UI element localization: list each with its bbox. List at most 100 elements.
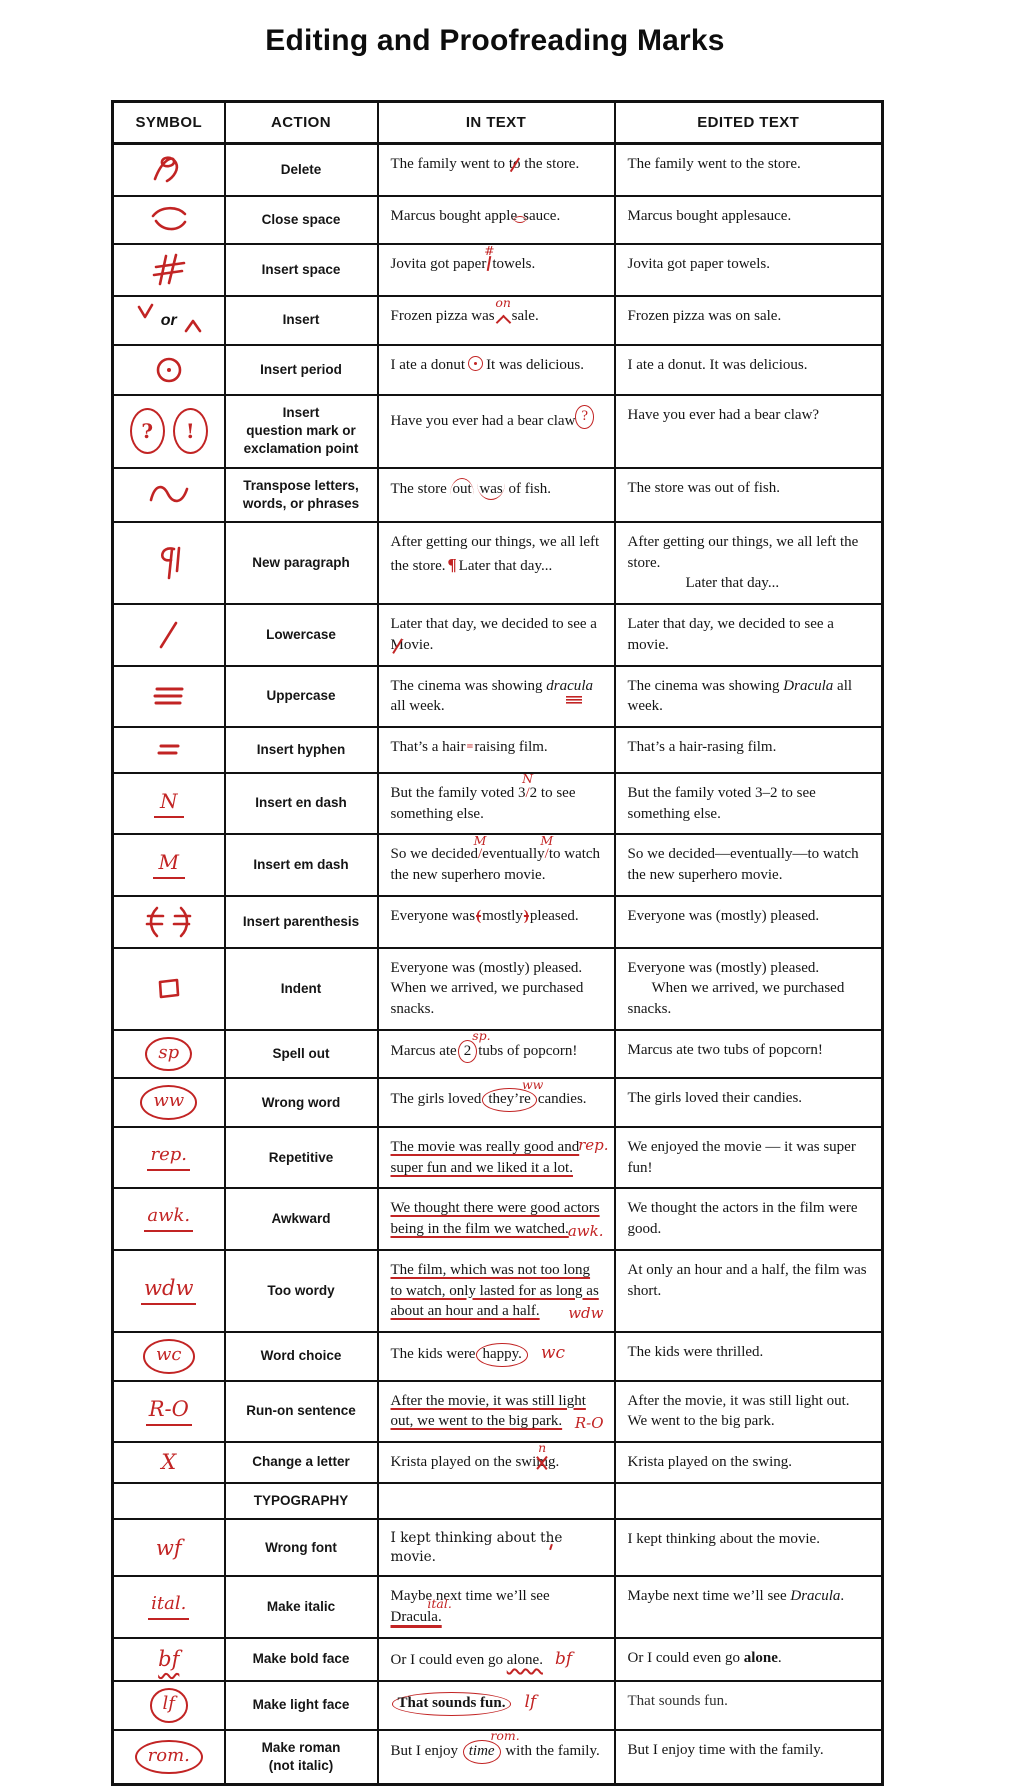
text-segment: Marcus ate two tubs of popcorn! [627,1041,823,1058]
in-text-cell: The kids were happy. wc [376,1330,616,1382]
text-segment: Dracula [783,677,834,694]
text-segment: . [840,1588,845,1605]
text-segment: It was delicious. [486,357,584,373]
uppercase-triple-underline-icon [116,678,222,714]
text-segment: At only an hour and a half, the film was… [627,1261,867,1299]
red-note: awk. [567,1222,604,1241]
in-text-cell: After the movie, it was still light out,… [376,1379,616,1443]
indent-spacer [628,991,652,992]
header-edited-text: EDITED TEXT [613,100,884,145]
red-annotation: The film, which was not too long to watc… [390,1261,599,1320]
proofreading-marks-table: SYMBOL ACTION IN TEXT EDITED TEXT Delete… [111,100,884,1786]
edited-text-cell: But the family voted 3–2 to see somethin… [613,771,884,836]
edited-text-cell [613,1481,884,1520]
ww-mark-icon: ww [140,1085,198,1121]
text-segment: eventually [482,846,545,863]
text-segment: Or I could even go [627,1649,744,1666]
red-annotation: ¶ [447,554,457,574]
symbol-cell [111,142,226,197]
wdw-mark-icon: wdw [141,1276,197,1306]
ro-mark-icon: R-O [145,1397,192,1426]
text-segment: Later that day... [685,575,780,592]
edited-text-cell: Marcus ate two tubs of popcorn! [613,1028,884,1080]
circled-question-mark-icon: ? [129,408,165,455]
text-segment: Krista played on the swi [390,1453,537,1470]
in-text-cell: Frozen pizza was on sale. [376,295,616,346]
text-segment: After getting our things, we all left th… [627,534,859,571]
text-segment: Everyone was (mostly) pleased. When we a… [390,959,584,1018]
edited-text-cell: Later that day, we decided to see a movi… [613,603,884,667]
table-row: Uppercase The cinema was showing dracula … [111,664,884,728]
red-annotation: ? [575,405,595,429]
edited-text-cell: The girls loved their candies. [613,1077,884,1129]
text-segment: I kept thinking about the movie. [627,1530,820,1547]
symbol-cell: bf [111,1636,226,1683]
edited-text-cell: Have you ever had a bear claw? [613,394,884,469]
red-annotation: The movie was really good and super fun … [390,1139,580,1176]
edited-text-cell: Frozen pizza was on sale. [613,295,884,346]
symbol-cell: wc [111,1330,226,1382]
text-segment: towels. [492,256,536,272]
text-segment: candies. [537,1091,587,1108]
table-row: Insert parenthesis Everyone was(mostly)pl… [111,894,884,949]
in-text-cell: The family went to to the store. [376,142,616,197]
symbol-cell: rom. [111,1728,226,1786]
header-row: SYMBOL ACTION IN TEXT EDITED TEXT [111,100,884,145]
action-cell: Wrong font [223,1517,379,1578]
symbol-cell [111,466,226,524]
edited-text-cell: The cinema was showing Dracula all week. [613,664,884,728]
table-row: bf Make bold face Or I could even go alone… [111,1636,884,1683]
text-segment: We thought the actors in the film were g… [627,1200,858,1238]
red-annotation: bf [554,1648,573,1669]
table-row: Close space Marcus bought apple sauce. Marc… [111,195,884,245]
insert-hyphen-icon [116,734,222,766]
edited-text-cell: Everyone was (mostly) pleased. [613,894,884,949]
edited-text-cell: I kept thinking about the movie. [613,1517,884,1578]
edited-text-cell: Everyone was (mostly) pleased. When we ar… [613,946,884,1031]
action-cell: Make light face [223,1680,379,1731]
action-cell: Insert em dash [223,833,379,897]
action-cell: Run-on sentence [223,1379,379,1443]
table-row: rep. Repetitive The movie was really good … [111,1126,884,1190]
symbol-cell [111,946,226,1031]
edited-text-cell: But I enjoy time with the family. [613,1728,884,1786]
red-annotation: lf [524,1692,537,1713]
edited-text-cell: The kids were thrilled. [613,1330,884,1382]
in-text-cell: But I enjoy rom. time with the family. [376,1728,616,1786]
symbol-cell: ital. [111,1575,226,1639]
edited-text-cell: The store was out of fish. [613,466,884,524]
caret-down-icon [134,303,156,326]
red-annotation: ) [523,907,529,924]
symbol-cell [111,894,226,949]
red-annotation: That sounds fun. [391,1692,512,1716]
edited-text-cell: We enjoyed the movie — it was super fun! [613,1126,884,1190]
header-symbol: SYMBOL [111,100,226,145]
action-cell: Insert parenthesis [223,894,379,949]
annotated-segment: rom. time [462,1730,520,1764]
text-segment: Later that day, we decided to see a [390,616,597,633]
text-segment: sauce. [523,208,561,224]
sp-mark-icon: sp [145,1036,193,1072]
in-text-cell: Everyone was(mostly)pleased. [376,894,616,949]
action-cell: Make italic [223,1575,379,1639]
text-segment: After the movie, it was still light out.… [627,1392,850,1430]
text-segment: Marcus bought applesauce. [627,208,792,224]
text-segment: was [477,479,505,501]
text-segment: The family went to the store. [627,156,801,172]
rep-mark-icon: rep. [147,1144,190,1171]
red-annotation: = [466,738,474,753]
in-text-cell: Have you ever had a bear claw? [376,394,616,469]
awk-mark-icon: awk. [144,1206,194,1232]
symbol-cell [111,664,226,728]
text-segment: of fish. [504,480,551,497]
lowercase-slash-icon [116,616,222,654]
in-text-cell: That sounds fun. lf [376,1680,616,1731]
edited-text-cell: We thought the actors in the film were g… [613,1187,884,1251]
indent-box-icon [116,970,222,1008]
action-cell: Insert hyphen [223,725,379,774]
circled-exclamation-icon: ! [172,408,208,455]
action-cell: Insert [223,295,379,346]
red-annotation: cu [567,677,582,694]
in-text-cell: Everyone was (mostly) pleased. When we a… [376,946,616,1031]
in-text-cell: Maybe next time we’ll see ital. Dracula. [376,1575,616,1639]
